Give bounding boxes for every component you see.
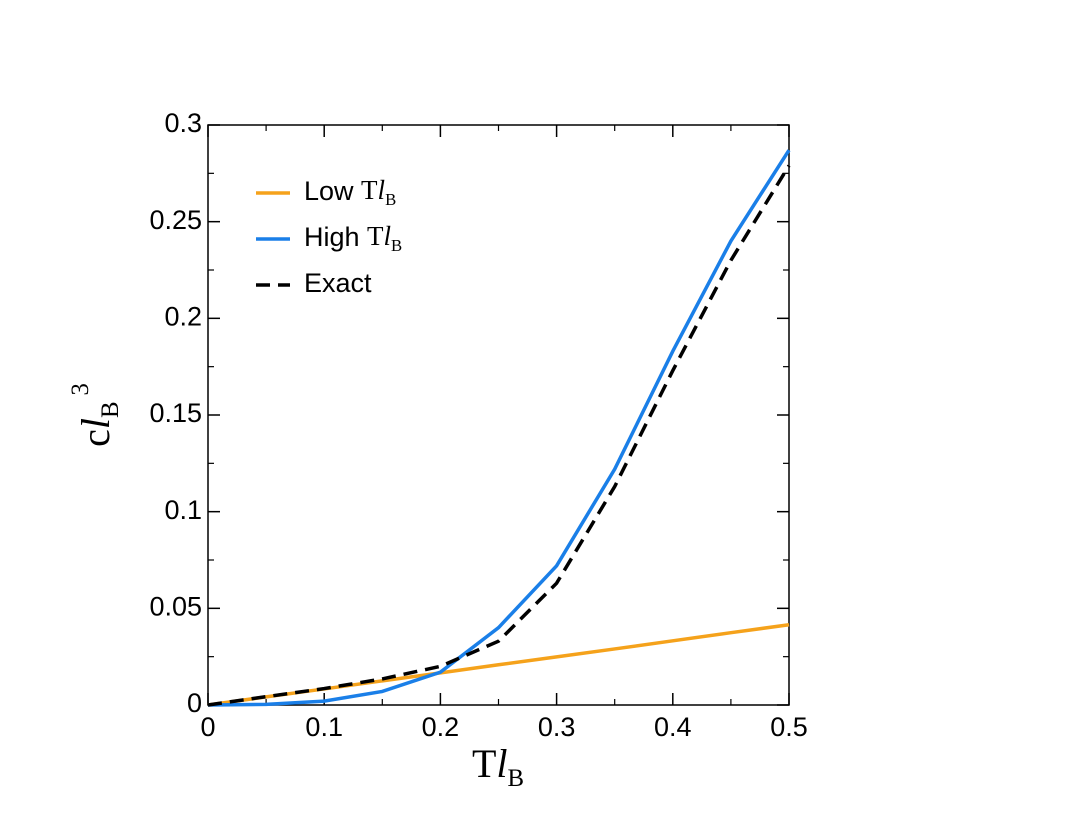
legend-label: High TlB [304, 221, 402, 255]
legend-label: Low TlB [304, 175, 396, 209]
y-axis-label: clB3 [67, 383, 124, 447]
x-tick-label: 0.2 [422, 712, 460, 742]
y-tick-label: 0.1 [164, 495, 202, 525]
series-line [207, 149, 791, 707]
legend-label: Exact [304, 268, 372, 298]
plot-frame [207, 124, 790, 706]
x-tick-label: 0.5 [770, 712, 808, 742]
y-tick-label: 0.3 [164, 108, 202, 138]
series-line [207, 623, 790, 707]
x-tick-label: 0.1 [305, 712, 343, 742]
y-tick-label: 0.25 [149, 205, 202, 235]
y-tick-label: 0.05 [149, 591, 202, 621]
x-tick-label: 0 [200, 712, 215, 742]
series-line [207, 164, 791, 707]
y-tick-label: 0.2 [164, 301, 202, 331]
x-tick-label: 0.4 [654, 712, 692, 742]
y-tick-label: 0 [187, 688, 202, 718]
y-tick-label: 0.15 [149, 398, 202, 428]
x-axis-label: TlB [472, 741, 524, 792]
x-tick-label: 0.3 [538, 712, 576, 742]
